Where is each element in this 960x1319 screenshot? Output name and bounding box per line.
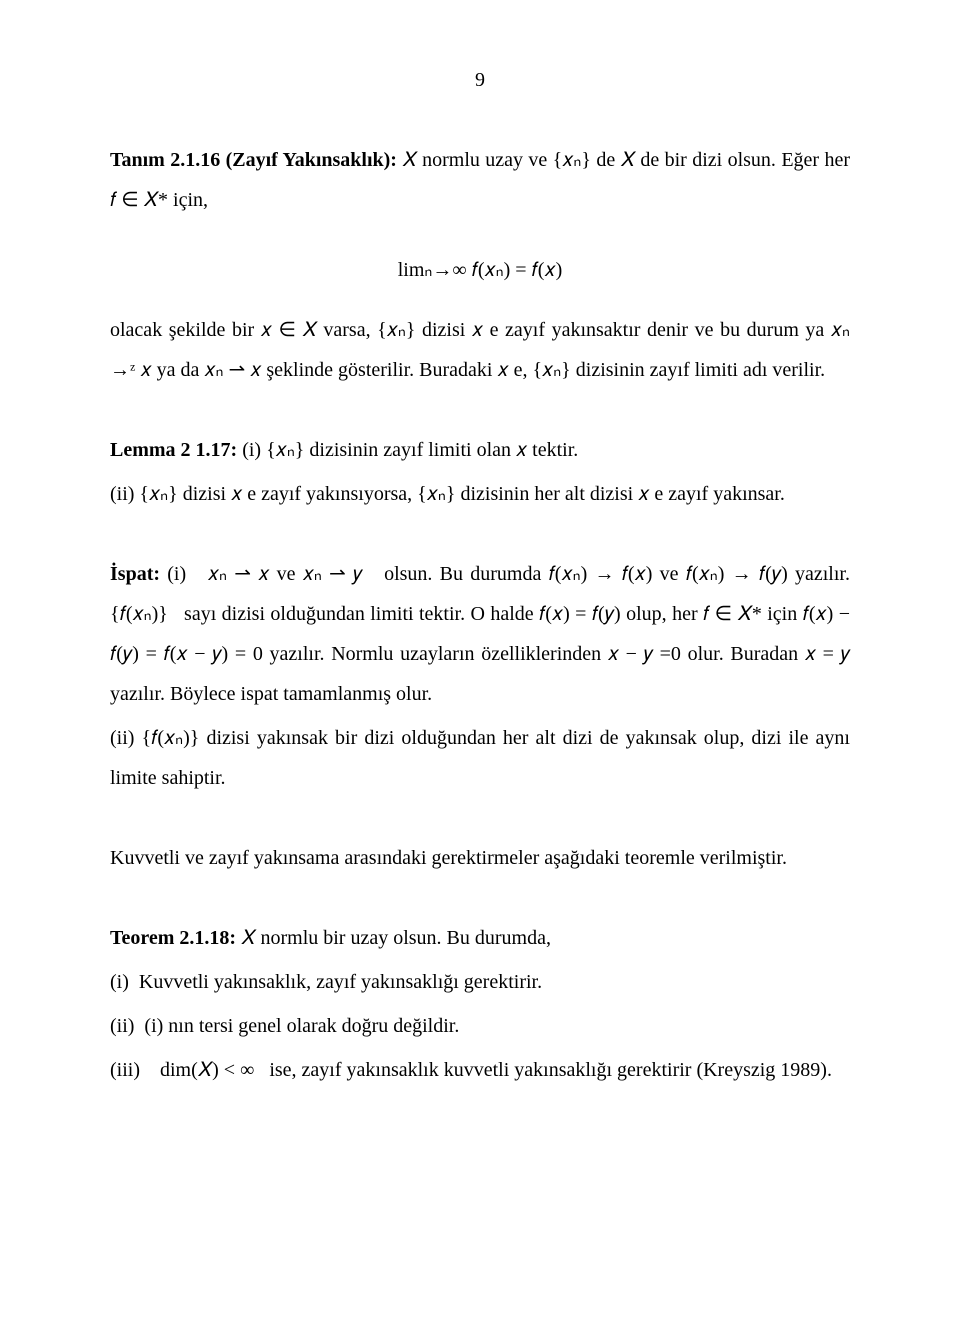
lemma-body-ii: (ii) {𝑥ₙ} dizisi 𝑥 e zayıf yakınsıyorsa,… [110, 474, 850, 514]
theorem-block: Teorem 2.1.18: 𝑋 normlu bir uzay olsun. … [110, 918, 850, 958]
lemma-block: Lemma 2 1.17: (i) {𝑥ₙ} dizisinin zayıf l… [110, 430, 850, 470]
theorem-item-ii: (ii) (i) nın tersi genel olarak doğru de… [110, 1006, 850, 1046]
transition-paragraph: Kuvvetli ve zayıf yakınsama arasındaki g… [110, 838, 850, 878]
page-container: 9 Tanım 2.1.16 (Zayıf Yakınsaklık): 𝑋 no… [0, 0, 960, 1180]
definition-block: Tanım 2.1.16 (Zayıf Yakınsaklık): 𝑋 norm… [110, 140, 850, 220]
theorem-item-i: (i) Kuvvetli yakınsaklık, zayıf yakınsak… [110, 962, 850, 1002]
theorem-item-iii: (iii) dim(𝑋) < ∞ ise, zayıf yakınsaklık … [110, 1050, 850, 1090]
page-number: 9 [110, 60, 850, 100]
definition-label: Tanım 2.1.16 (Zayıf Yakınsaklık): [110, 149, 402, 171]
theorem-label: Teorem 2.1.18: [110, 927, 241, 949]
proof-block-1: İspat: (i) 𝑥ₙ ⇀ 𝑥 ve 𝑥ₙ ⇀ 𝑦 olsun. Bu du… [110, 554, 850, 714]
lemma-label: Lemma 2 1.17: [110, 439, 242, 461]
proof-label: İspat: [110, 563, 167, 585]
proof-body-i: (i) 𝑥ₙ ⇀ 𝑥 ve 𝑥ₙ ⇀ 𝑦 olsun. Bu durumda 𝑓… [110, 563, 850, 705]
definition-text-2: olacak şekilde bir 𝑥 ∈ 𝑋 varsa, {𝑥ₙ} diz… [110, 310, 850, 390]
proof-body-ii: (ii) {𝑓(𝑥ₙ)} dizisi yakınsak bir dizi ol… [110, 718, 850, 798]
lemma-body-i: (i) {𝑥ₙ} dizisinin zayıf limiti olan 𝑥 t… [242, 439, 578, 461]
equation-centered: limₙ→∞ 𝑓(𝑥ₙ) = 𝑓(𝑥) [110, 250, 850, 290]
theorem-body: 𝑋 normlu bir uzay olsun. Bu durumda, [241, 927, 551, 949]
